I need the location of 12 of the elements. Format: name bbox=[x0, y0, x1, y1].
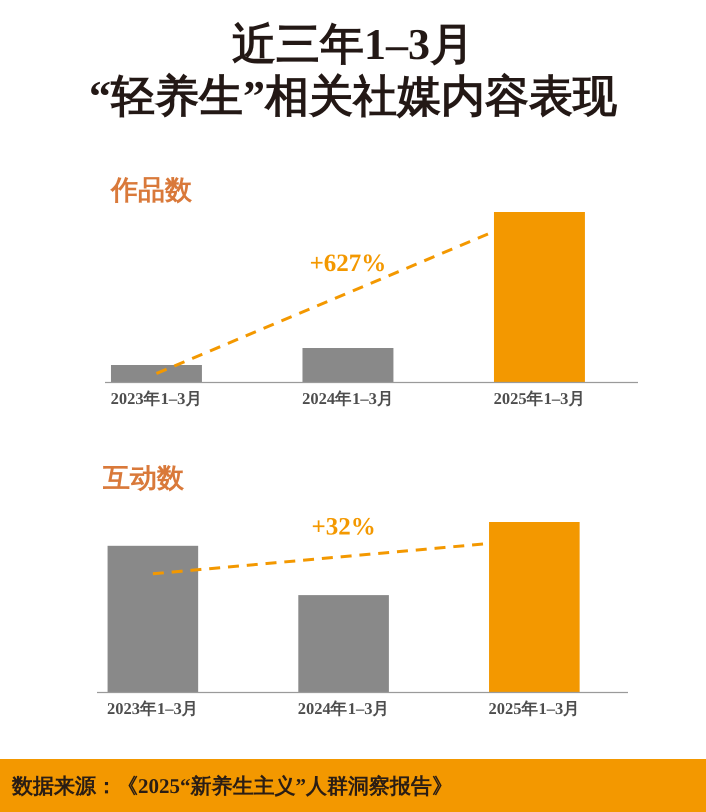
x-tick-label: 2023年1–3月 bbox=[110, 389, 202, 408]
x-tick-label: 2024年1–3月 bbox=[302, 389, 394, 408]
source-note: 数据来源：《2025“新养生主义”人群洞察报告》 bbox=[11, 774, 453, 798]
x-tick-label: 2025年1–3月 bbox=[488, 699, 580, 718]
annotation: +627% bbox=[310, 250, 386, 277]
chart-title: 近三年1–3月 “轻养生”相关社媒内容表现 bbox=[89, 20, 618, 121]
x-tick-label: 2023年1–3月 bbox=[106, 699, 199, 718]
x-tick-label: 2024年1–3月 bbox=[298, 699, 390, 718]
chart-subtitle: 互动数 bbox=[102, 463, 185, 493]
annotation: +32% bbox=[311, 514, 376, 541]
chart-subtitle: 作品数 bbox=[110, 175, 193, 205]
x-tick-label: 2025年1–3月 bbox=[494, 389, 586, 408]
